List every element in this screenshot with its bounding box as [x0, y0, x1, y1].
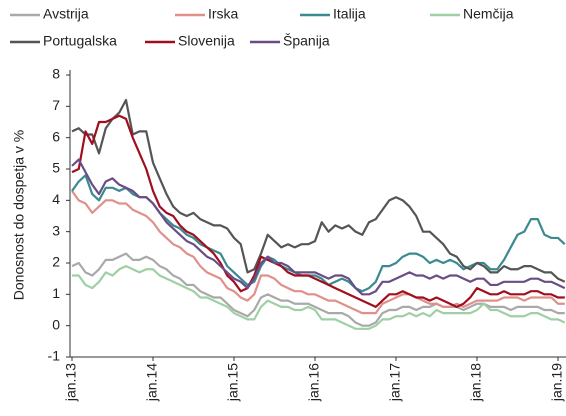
x-tick-label: jan.18	[468, 363, 484, 402]
y-tick-label: 5	[52, 160, 60, 176]
series-line	[71, 98, 566, 283]
y-tick-label: 0	[52, 316, 60, 332]
y-axis-label: Donosnost do dospetja v %	[11, 130, 27, 300]
legend-label: Avstrija	[43, 6, 89, 22]
legend-label: Italija	[333, 6, 366, 22]
x-tick-label: jan.19	[549, 363, 565, 402]
y-tick-label: 1	[52, 285, 60, 301]
series-line	[71, 190, 565, 315]
x-tick-label: jan.16	[306, 363, 322, 402]
plot-area	[71, 98, 566, 330]
x-tick-label: jan.15	[225, 363, 241, 402]
y-tick-label: 2	[52, 254, 60, 270]
y-tick-label: 3	[52, 222, 60, 238]
x-tick-label: jan.17	[387, 363, 403, 402]
y-tick-label: 7	[52, 97, 60, 113]
y-tick-label: 4	[52, 191, 60, 207]
legend-label: Nemčija	[463, 6, 514, 22]
x-tick-label: jan.14	[144, 363, 160, 402]
legend-label: Irska	[208, 6, 239, 22]
series-line	[71, 114, 565, 308]
series-line	[71, 158, 566, 296]
y-tick-label: 8	[52, 66, 60, 82]
legend-label: Slovenija	[178, 33, 235, 49]
legend-label: Španija	[283, 33, 330, 49]
y-tick-label: 6	[52, 128, 60, 144]
series-line	[72, 265, 566, 330]
x-tick-label: jan.13	[63, 363, 79, 402]
y-tick-label: -1	[48, 348, 61, 364]
legend-label: Portugalska	[43, 33, 117, 49]
